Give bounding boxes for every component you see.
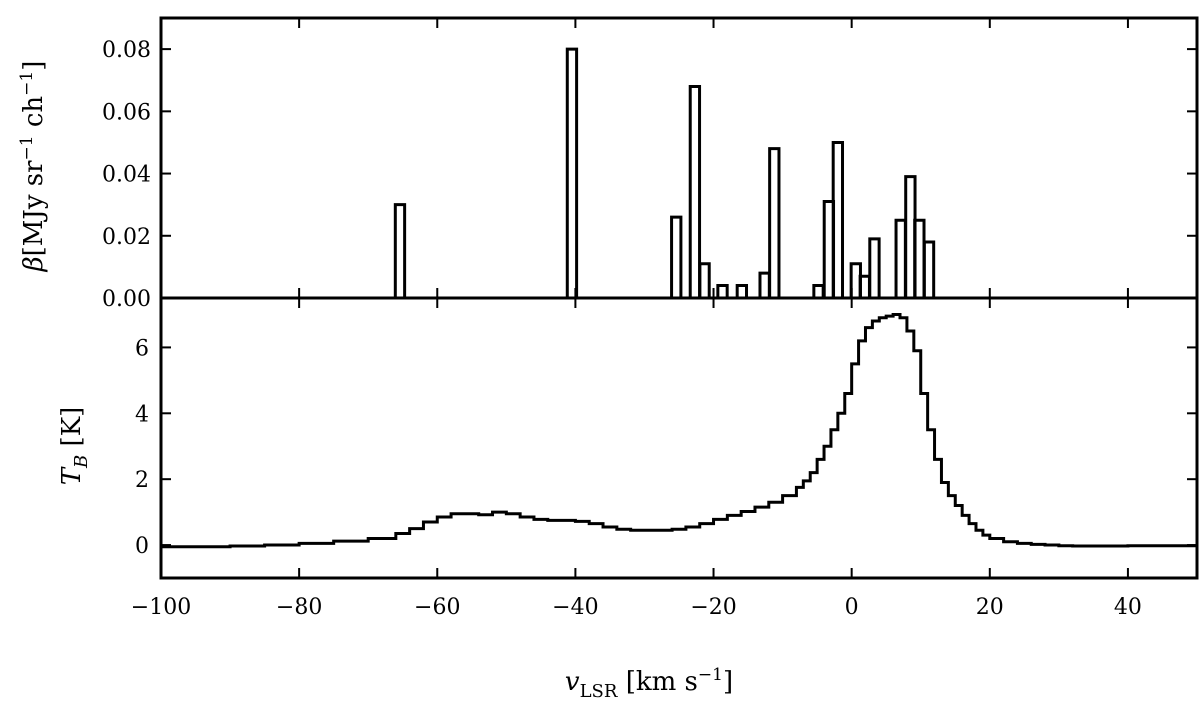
beta-panel-frame [159,16,1199,300]
brightness-y-axis-units: [K] [57,407,87,455]
beta-bar-18 [922,240,936,298]
beta-bar-6 [735,284,749,298]
velocity-x-tick-label: −20 [690,595,736,620]
beta-bar-15 [894,218,907,298]
beta-y-axis-units2: ch [19,96,49,136]
beta-bar-3 [688,84,702,298]
brightness-y-axis-symbol: T [57,466,87,485]
brightness-y-tick-label: 6 [135,336,149,361]
beta-y-tick-label: 0.06 [102,100,151,125]
beta-y-tick-label: 0.00 [102,287,151,312]
beta-y-axis-exp2: −1 [17,71,37,96]
beta-y-axis-units: [MJy sr [19,160,49,256]
beta-bar-14 [868,237,881,298]
beta-bar-7 [758,271,771,298]
beta-y-axis-close: ] [19,61,49,71]
velocity-x-tick-label: −40 [552,595,598,620]
velocity-x-axis-exp: −1 [698,665,723,685]
velocity-x-tick-label: −80 [276,595,322,620]
brightness-step-line [161,312,1197,549]
brightness-panel-frame [159,296,1199,580]
beta-y-axis-symbol: β [19,256,49,272]
velocity-x-tick-label: 40 [1114,595,1142,620]
beta-panel: 0.000.020.040.060.08 β[MJy sr−1 ch−1] [17,16,1199,312]
beta-bar-13 [858,274,871,298]
beta-bar-2 [670,215,683,298]
velocity-x-tick-label: 0 [845,595,859,620]
velocity-x-tick-label: −100 [131,595,191,620]
beta-y-axis-label: β[MJy sr−1 ch−1] [17,61,49,273]
brightness-y-axis-label: TB [K] [57,407,92,486]
brightness-y-tick-label: 0 [135,534,149,559]
brightness-y-axis-sub: B [71,455,92,469]
velocity-x-tick-label: −60 [414,595,460,620]
beta-y-tick-label: 0.08 [102,38,151,63]
velocity-x-axis-units: [km s [617,667,697,697]
velocity-x-axis-symbol: v [565,667,580,697]
beta-y-tick-label: 0.02 [102,225,151,250]
beta-bar-0 [393,203,407,298]
beta-y-ticks: 0.00 0.02 0.04 0.06 0.08 [102,18,1197,312]
velocity-x-axis-close: ] [723,667,733,697]
brightness-y-ticks: 0 2 4 6 [135,336,1197,559]
beta-bar-8 [768,147,781,298]
velocity-x-axis-sub: LSR [580,681,618,702]
beta-bar-5 [716,284,729,298]
brightness-y-tick-label: 2 [135,468,149,493]
brightness-y-tick-label: 4 [135,402,149,427]
beta-y-tick-label: 0.04 [102,163,151,188]
beta-bar-17 [913,218,926,298]
velocity-x-axis-label: vLSR [km s−1] [565,665,733,702]
beta-bar-4 [698,262,711,298]
beta-y-axis-exp: −1 [17,135,37,160]
beta-bars [393,47,936,298]
velocity-x-tick-label: 20 [976,595,1004,620]
brightness-panel: 0 2 4 6 −100 −80 −60 −40 −20 0 20 40 TB [K] vLSR [… [57,296,1199,702]
beta-bar-9 [812,284,825,298]
beta-bar-11 [831,140,845,298]
velocity-x-ticks: −100 −80 −60 −40 −20 0 20 40 [131,298,1142,620]
beta-bar-1 [565,47,579,298]
